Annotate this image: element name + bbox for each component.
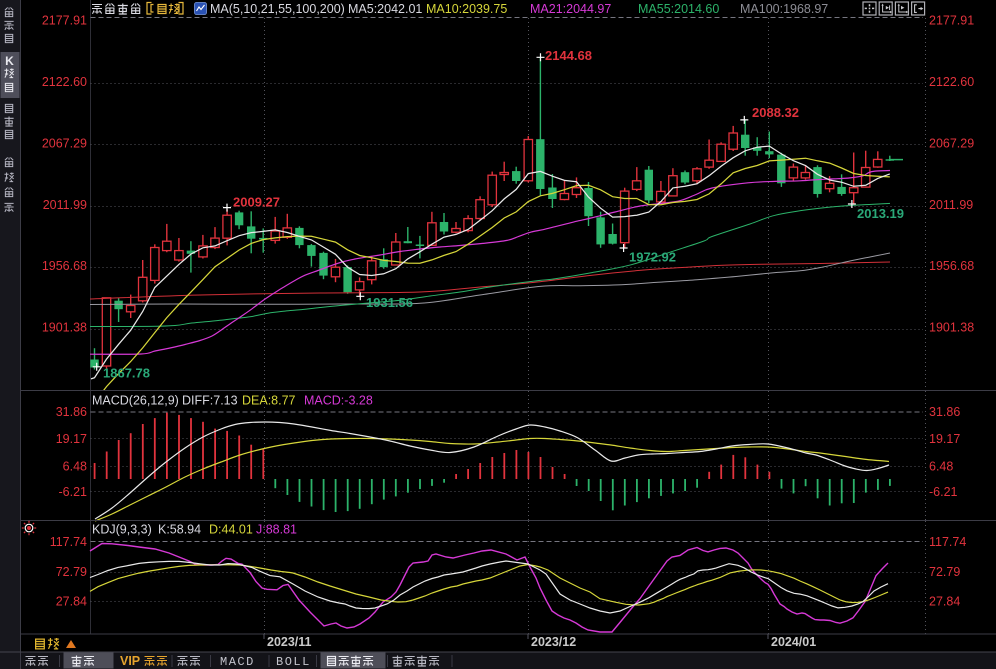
svg-text:MACD:-3.28: MACD:-3.28 [304, 394, 373, 408]
svg-text:-6.21: -6.21 [59, 485, 88, 499]
svg-text:VIP: VIP [120, 654, 140, 668]
svg-text:1931.56: 1931.56 [366, 295, 413, 310]
svg-text:MA55:2014.60: MA55:2014.60 [638, 2, 719, 16]
svg-text:DIFF:7.13: DIFF:7.13 [182, 394, 238, 408]
svg-text:MA21:2044.97: MA21:2044.97 [530, 2, 611, 16]
svg-text:MA100:1968.97: MA100:1968.97 [740, 2, 828, 16]
svg-text:19.17: 19.17 [56, 432, 87, 446]
svg-text:-6.21: -6.21 [929, 485, 958, 499]
svg-text:2122.60: 2122.60 [42, 75, 87, 89]
svg-text:2177.91: 2177.91 [929, 14, 974, 28]
svg-text:117.74: 117.74 [50, 535, 87, 549]
svg-text:2122.60: 2122.60 [929, 75, 974, 89]
svg-text:31.86: 31.86 [929, 405, 960, 419]
svg-text:31.86: 31.86 [56, 405, 87, 419]
svg-text:DEA:8.77: DEA:8.77 [242, 394, 296, 408]
svg-text:2009.27: 2009.27 [233, 195, 280, 210]
svg-text:6.48: 6.48 [929, 459, 953, 473]
svg-text:2013.19: 2013.19 [857, 206, 904, 221]
svg-text:D:44.01: D:44.01 [209, 523, 253, 537]
svg-text:MA10:2039.75: MA10:2039.75 [426, 2, 507, 16]
svg-text:2023/11: 2023/11 [267, 635, 312, 649]
svg-text:2011.99: 2011.99 [43, 198, 87, 212]
svg-text:19.17: 19.17 [929, 432, 960, 446]
svg-text:MACD(26,12,9): MACD(26,12,9) [92, 394, 179, 408]
svg-text:2011.99: 2011.99 [929, 198, 973, 212]
svg-text:2023/12: 2023/12 [531, 635, 576, 649]
svg-text:1956.68: 1956.68 [929, 259, 974, 273]
svg-text:K: K [5, 54, 14, 68]
svg-text:2177.91: 2177.91 [42, 14, 87, 28]
svg-text:6.48: 6.48 [63, 459, 87, 473]
svg-text:BOLL: BOLL [276, 655, 311, 669]
svg-text:72.79: 72.79 [929, 565, 960, 579]
svg-text:MA(5,10,21,55,100,200): MA(5,10,21,55,100,200) [210, 2, 345, 16]
svg-text:27.84: 27.84 [56, 594, 87, 608]
svg-text:MACD: MACD [220, 655, 255, 669]
svg-text:KDJ(9,3,3): KDJ(9,3,3) [92, 523, 152, 537]
svg-text:1901.38: 1901.38 [929, 321, 974, 335]
svg-text:72.79: 72.79 [56, 565, 87, 579]
svg-text:2024/01: 2024/01 [771, 635, 816, 649]
svg-text:117.74: 117.74 [929, 535, 966, 549]
svg-text:J:88.81: J:88.81 [256, 523, 297, 537]
svg-text:1972.92: 1972.92 [629, 250, 676, 265]
svg-text:MA5:2042.01: MA5:2042.01 [348, 2, 422, 16]
svg-text:1956.68: 1956.68 [42, 259, 87, 273]
svg-text:1867.78: 1867.78 [103, 366, 150, 381]
svg-text:2067.29: 2067.29 [42, 136, 87, 150]
svg-text:K:58.94: K:58.94 [158, 523, 201, 537]
svg-text:2067.29: 2067.29 [929, 136, 974, 150]
svg-text:2144.68: 2144.68 [545, 48, 592, 63]
svg-text:1901.38: 1901.38 [42, 321, 87, 335]
svg-text:27.84: 27.84 [929, 594, 960, 608]
svg-text:2088.32: 2088.32 [752, 105, 799, 120]
